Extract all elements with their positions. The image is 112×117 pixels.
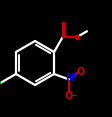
Text: −: − (71, 91, 78, 100)
Text: O: O (65, 91, 73, 101)
Text: +: + (70, 70, 77, 79)
Text: O: O (76, 67, 84, 77)
Text: N: N (65, 73, 73, 83)
